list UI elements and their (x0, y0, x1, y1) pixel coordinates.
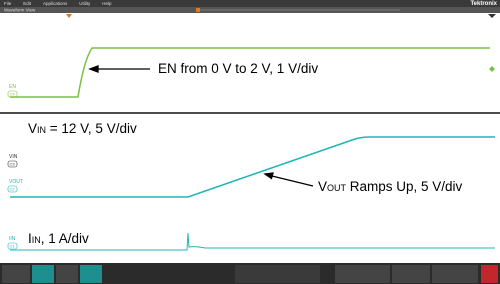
channel-name: VOUT (9, 179, 23, 185)
channel-labels: EN C4 VIN C3 VOUT C2 IIN C1 (8, 84, 23, 249)
view-title: Waveform View (4, 8, 36, 13)
vout-annotation: VOUT Ramps Up, 5 V/div (318, 179, 463, 194)
iin-annotation: IIN, 1 A/div (28, 231, 89, 246)
channel-badge-label: C2 (10, 187, 16, 192)
menu-item: Help (102, 1, 112, 6)
t-sub: IN (32, 235, 41, 245)
menu-item: Applications (43, 1, 68, 6)
menu-bar (0, 0, 500, 7)
scope-screen: File Edit Applications Utility Help Tektroni… (0, 0, 500, 284)
t-rest: Ramps Up, 5 V/div (346, 179, 463, 194)
channel-badge-label: C4 (10, 92, 16, 97)
vin-annotation: VIN = 12 V, 5 V/div (28, 121, 137, 136)
status-boxes (2, 265, 498, 283)
channel-name: EN (9, 84, 16, 90)
trigger-pos (66, 14, 72, 18)
channel-badge-label: C1 (10, 244, 16, 249)
channel-name: VIN (9, 154, 18, 160)
t-rest: , 1 A/div (41, 231, 89, 246)
t: V (28, 121, 37, 136)
channel-badge-label: C3 (10, 162, 16, 167)
menu-item: Utility (79, 1, 91, 6)
t-sub: IN (37, 125, 46, 135)
menu-item: File (4, 1, 12, 6)
scope-svg: File Edit Applications Utility Help Tektroni… (0, 0, 500, 284)
t: V (318, 179, 327, 194)
menu-item: Edit (23, 1, 32, 6)
channel-name: IIN (9, 236, 16, 242)
scroll-marker (488, 14, 496, 18)
brand: Tektronix (470, 1, 497, 7)
t-rest: = 12 V, 5 V/div (46, 121, 137, 136)
en-marker (489, 66, 495, 72)
t-sub: OUT (327, 183, 347, 193)
trigger-marker (196, 8, 200, 12)
en-annotation: EN from 0 V to 2 V, 1 V/div (158, 61, 318, 76)
